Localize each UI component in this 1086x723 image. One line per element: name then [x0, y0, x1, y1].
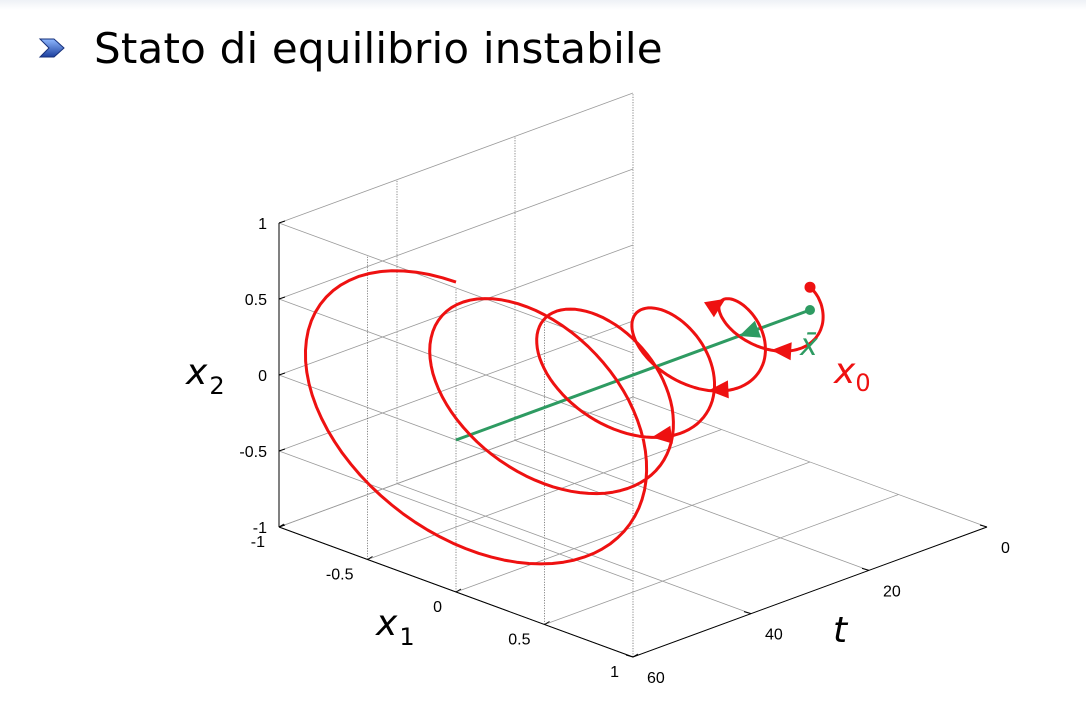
equilibrium-label: x̄ — [799, 328, 818, 363]
x2-axis-label: x2 — [185, 352, 225, 400]
trajectory-arrow — [708, 380, 729, 399]
x1-tick-label: 0 — [433, 599, 442, 616]
equilibrium-point — [805, 305, 815, 315]
t-tick-label: 20 — [883, 583, 901, 600]
t-tick-label: 40 — [765, 627, 783, 644]
data-series — [304, 269, 825, 566]
t-tick-label: 0 — [1001, 540, 1010, 557]
axis-lines — [278, 220, 988, 658]
x2-tick-label: -1 — [253, 520, 267, 537]
x2-tick-label: 0 — [258, 368, 267, 385]
slide-title-row: Stato di equilibrio instabile — [38, 20, 663, 76]
slide-top-bar — [0, 0, 1086, 10]
tick-labels: -1 -0.5 0 0.5 1 -1 -0.5 0 0.5 1 0 20 40 60 — [239, 216, 1010, 687]
grid-line — [278, 298, 634, 430]
trajectory-curve — [304, 269, 825, 566]
grid-line — [367, 429, 722, 560]
x2-tick-label: -0.5 — [239, 444, 267, 461]
x2-tick-label: 1 — [258, 216, 267, 233]
x1-tick-label: -0.5 — [326, 567, 354, 584]
grid-line — [278, 222, 634, 354]
trajectory-arrow — [771, 342, 792, 361]
grid-line — [278, 396, 634, 528]
t-tick-label: 60 — [647, 670, 665, 687]
x1-tick-label: 1 — [610, 664, 619, 681]
tick-mark — [743, 611, 752, 615]
grid-line — [278, 92, 634, 224]
t-axis-label: t — [833, 610, 849, 651]
x2-tick-label: 0.5 — [245, 292, 267, 309]
grid-line — [278, 450, 634, 582]
tick-mark — [625, 654, 634, 658]
grid-line — [278, 168, 634, 300]
grid-line — [455, 461, 811, 593]
tick-mark — [278, 372, 286, 376]
tick-mark — [632, 653, 639, 658]
tick-mark — [278, 220, 286, 224]
x1-tick-label: -1 — [251, 534, 265, 551]
x1-tick-label: 0.5 — [508, 632, 530, 649]
tick-mark — [278, 523, 285, 528]
tick-mark — [367, 556, 373, 560]
chevron-arrow-icon — [38, 38, 65, 58]
equilibrium-arrow — [739, 320, 762, 338]
tick-mark — [455, 588, 462, 593]
tick-mark — [544, 621, 550, 625]
tick-mark — [278, 296, 286, 300]
t-axis-line — [632, 526, 988, 658]
grid-line — [544, 494, 899, 625]
initial-state-point — [804, 281, 816, 293]
slide-title: Stato di equilibrio instabile — [94, 23, 663, 73]
tick-mark — [979, 524, 988, 528]
tick-mark — [861, 567, 870, 571]
trajectory-arrow — [704, 298, 726, 318]
axis-labels: x2 x1 t x̄ x0 — [185, 328, 871, 651]
tick-mark — [278, 448, 286, 452]
x1-axis-label: x1 — [375, 603, 415, 651]
initial-state-label: x0 — [833, 351, 871, 397]
trajectory-arrow — [651, 425, 673, 444]
